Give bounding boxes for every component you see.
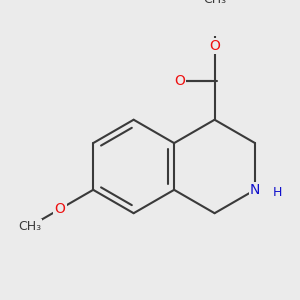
Text: O: O (174, 74, 185, 88)
Text: CH₃: CH₃ (203, 0, 226, 6)
Text: H: H (273, 186, 282, 199)
Text: CH₃: CH₃ (18, 220, 41, 233)
Text: O: O (209, 39, 220, 53)
Text: N: N (250, 183, 260, 197)
Text: O: O (55, 202, 65, 216)
